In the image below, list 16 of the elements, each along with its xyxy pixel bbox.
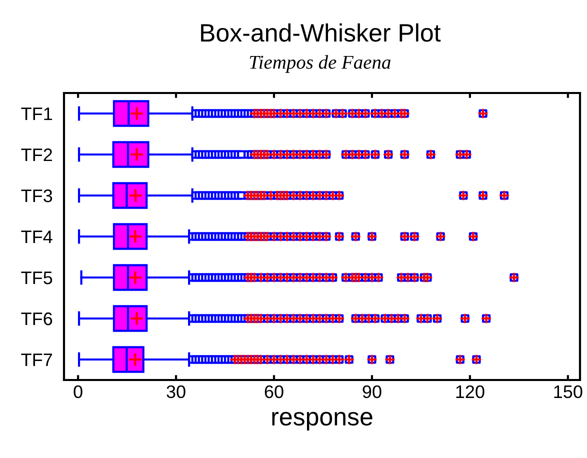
y-tick-label: TF3 bbox=[21, 189, 52, 202]
y-tick-label: TF5 bbox=[21, 272, 52, 284]
y-tick-label: TF4 bbox=[21, 230, 52, 244]
x-tick-label: 90 bbox=[362, 385, 382, 398]
x-axis-title: response bbox=[272, 412, 372, 431]
x-tick-label: 0 bbox=[74, 385, 82, 398]
y-tick-label: TF1 bbox=[21, 108, 52, 120]
y-tick-label: TF2 bbox=[21, 148, 52, 162]
x-tick-label: 60 bbox=[264, 385, 284, 398]
y-tick-label: TF7 bbox=[21, 354, 52, 366]
x-tick-label: 150 bbox=[554, 385, 582, 398]
chart-subtitle: Tiempos de Faena bbox=[250, 55, 390, 73]
y-tick-label: TF6 bbox=[21, 312, 52, 326]
chart-title: Box-and-Whisker Plot bbox=[201, 23, 441, 42]
x-tick-label: 120 bbox=[456, 385, 484, 398]
x-tick-label: 30 bbox=[166, 385, 186, 398]
